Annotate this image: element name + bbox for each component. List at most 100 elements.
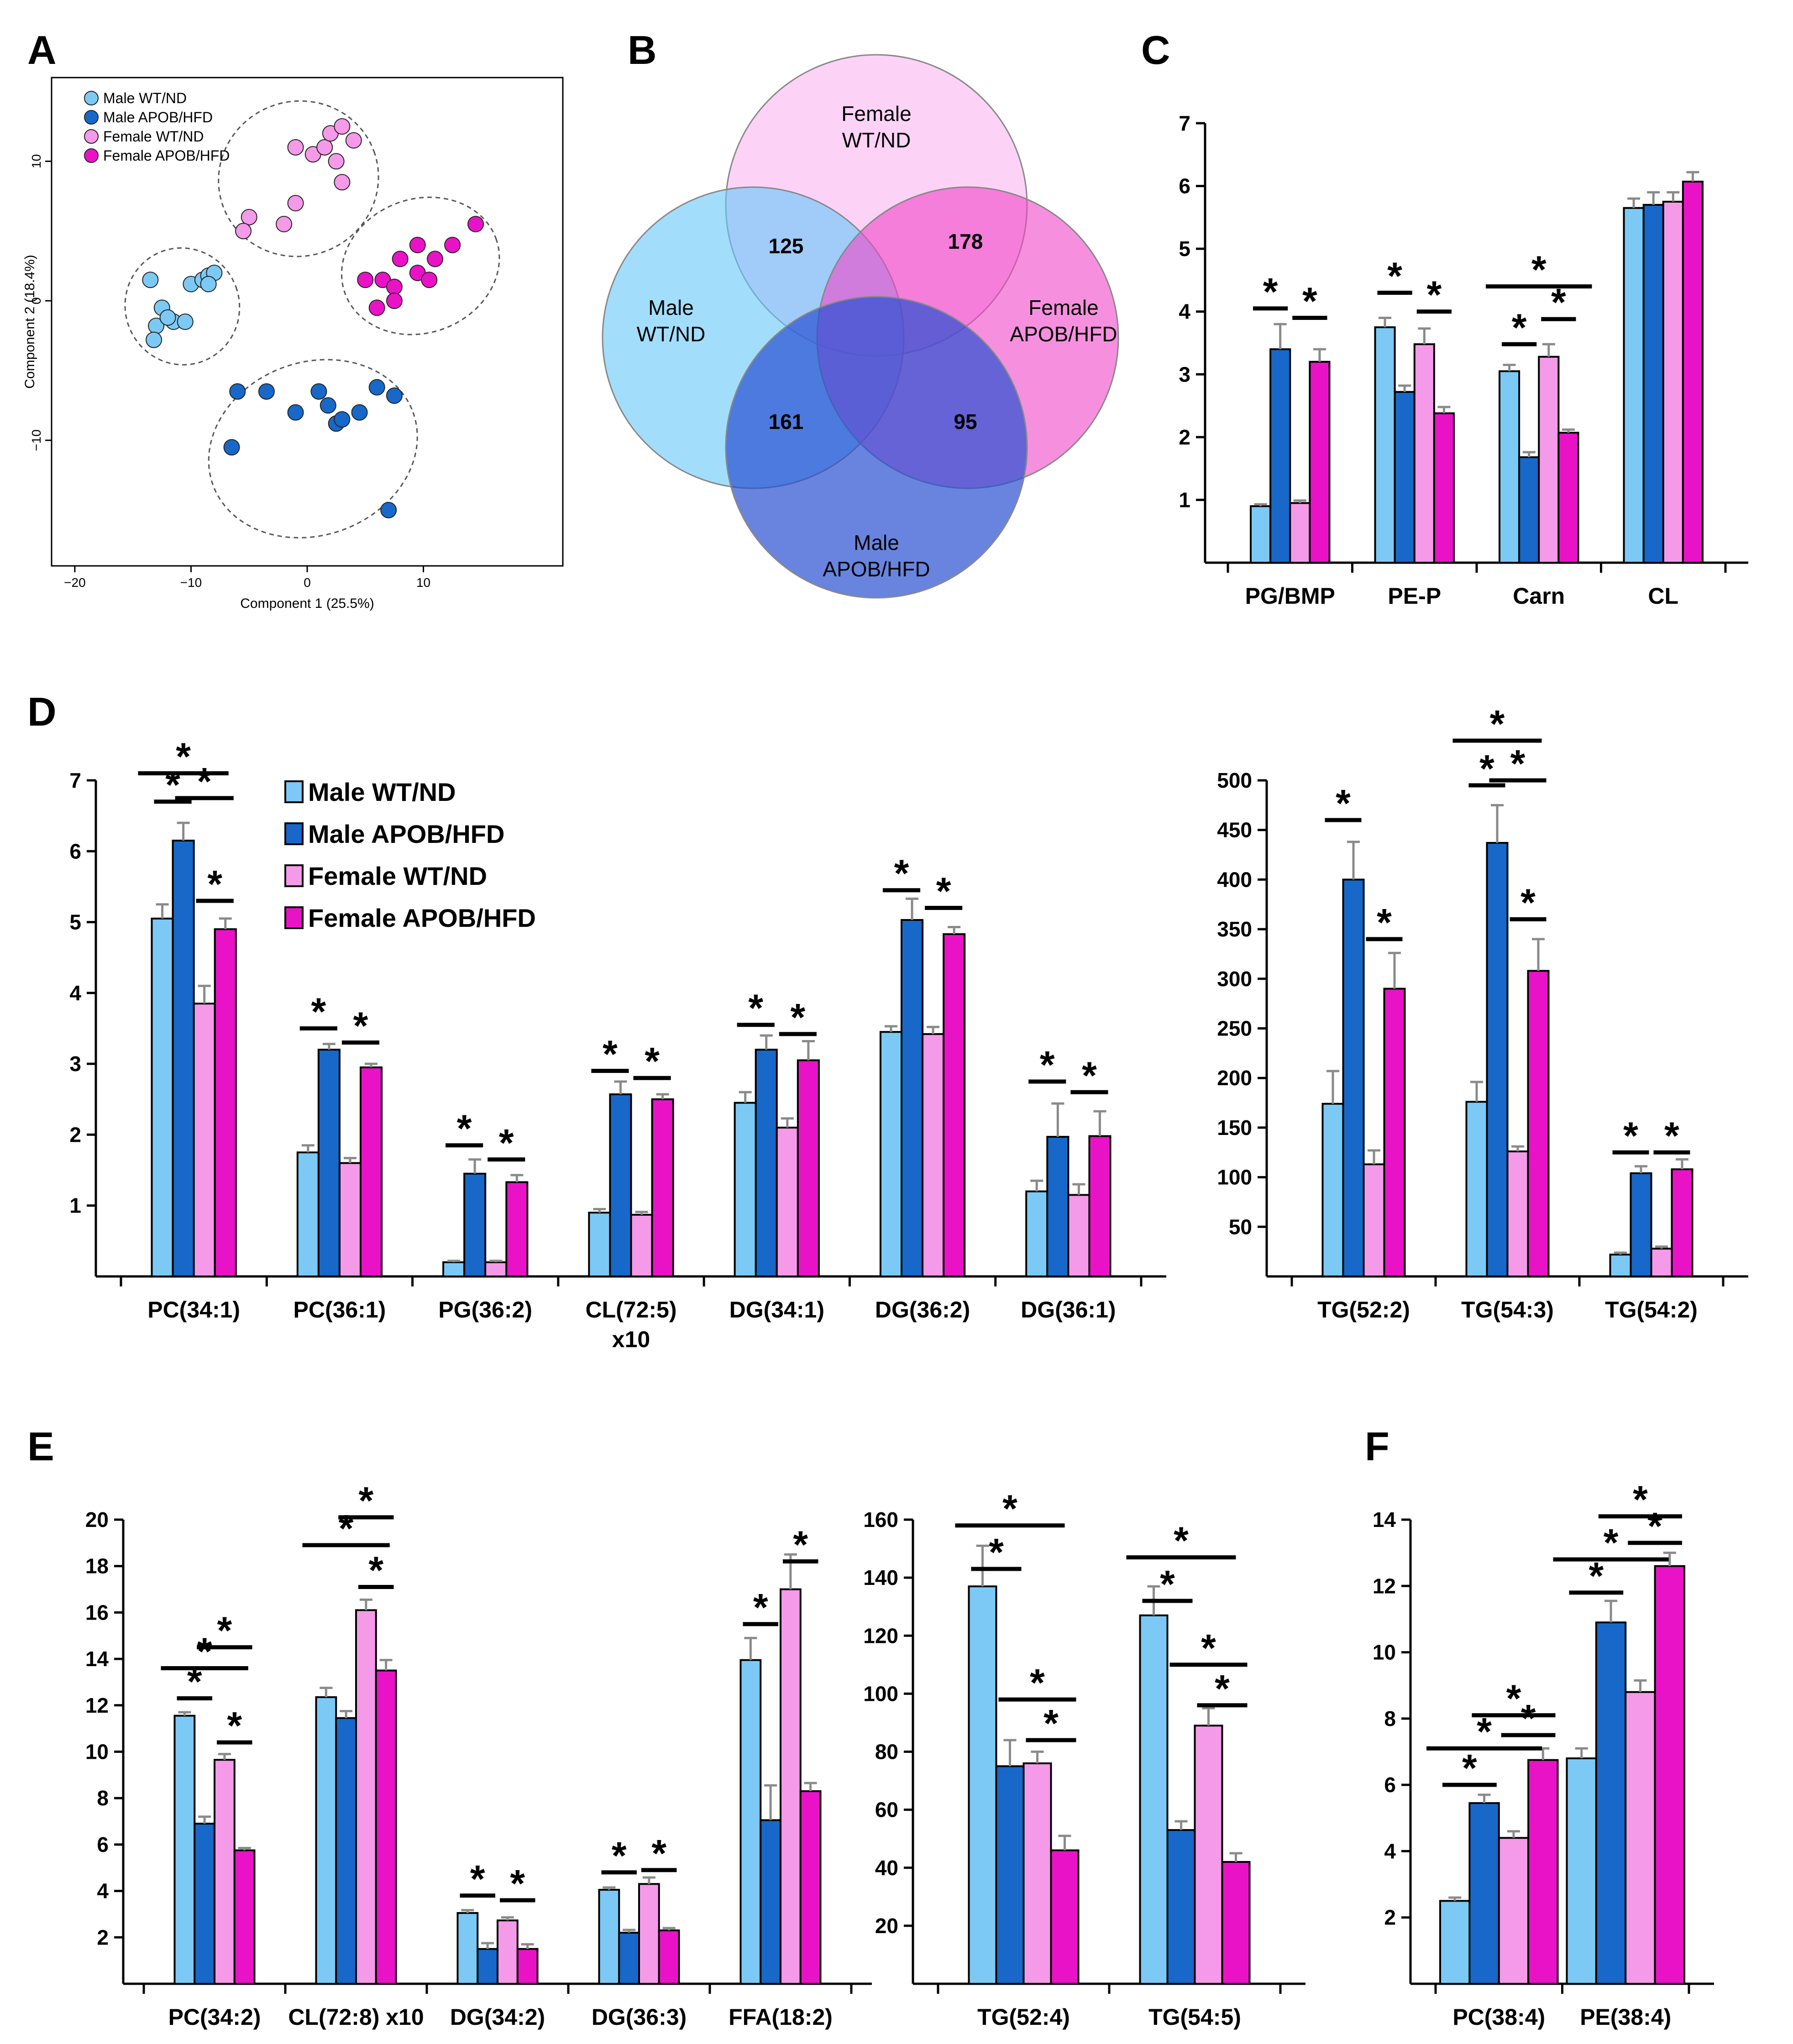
x-tick-label: −10	[180, 575, 202, 590]
bar-female-wt	[484, 1261, 508, 1278]
y-tick-label: 16	[85, 1600, 109, 1624]
category-label: TG(54:5)	[1148, 2004, 1241, 2030]
bar-male-wt	[879, 1031, 903, 1278]
bar-female-wt	[1413, 343, 1435, 564]
bar-male-apob	[1166, 1829, 1196, 1985]
bar-female-apob	[1221, 1861, 1251, 1985]
y-tick-label: 4	[1179, 300, 1190, 324]
point-male-apob	[258, 383, 275, 400]
category-label: DG(36:1)	[1021, 1297, 1116, 1323]
significance-star: *	[1174, 1519, 1189, 1562]
bar-female-wt	[780, 1588, 802, 1985]
significance-star: *	[1633, 1478, 1648, 1521]
point-female-apob	[444, 236, 461, 253]
significance-star: *	[1479, 747, 1494, 790]
significance-star: *	[748, 987, 763, 1030]
bar-male-wt	[588, 1212, 611, 1278]
y-tick-label: 160	[863, 1508, 898, 1532]
bar-male-wt	[734, 1102, 757, 1278]
point-male-wt	[146, 331, 162, 348]
y-tick-label: 6	[97, 1833, 109, 1856]
y-tick-label: 3	[69, 1052, 81, 1076]
y-tick-label: 7	[69, 768, 81, 792]
significance-star: *	[936, 870, 951, 913]
venn-set-label: Female	[841, 102, 911, 125]
significance-star: *	[197, 760, 212, 803]
bar-male-apob	[1468, 1802, 1500, 1985]
bar-female-wt	[1022, 1762, 1052, 1985]
significance-star: *	[499, 1121, 514, 1164]
bar-male-apob	[755, 1049, 778, 1277]
significance-star: *	[359, 1479, 374, 1522]
significance-star: *	[651, 1832, 666, 1875]
bar-male-wt	[1250, 505, 1272, 564]
bar-male-apob	[1269, 348, 1291, 564]
point-female-apob	[386, 278, 403, 295]
y-tick-label: 500	[1217, 768, 1252, 792]
point-male-apob	[380, 502, 397, 518]
point-female-apob	[368, 299, 385, 316]
bar-chart-D2: 50 100 150 200 250 300 350 400 450 500 TG(52:2) TG(…	[1217, 702, 1748, 1323]
significance-star: *	[1623, 1114, 1638, 1157]
bar-chart-E1: 2 4 6 8 10 12 14 16 18 20 PC(34:2) CL(72:8) x10 DG(3…	[85, 1479, 872, 2030]
bar-male-wt	[1609, 1254, 1632, 1278]
legend-label: Female APOB/HFD	[308, 904, 536, 932]
bar-female-wt	[1363, 1163, 1385, 1277]
y-tick-label: 2	[1384, 1906, 1396, 1929]
point-female-apob	[392, 251, 409, 267]
category-label: CL(72:5)	[585, 1297, 676, 1323]
bar-male-wt	[1439, 1900, 1471, 1985]
venn-set-label: Male	[854, 531, 899, 554]
bar-male-apob	[463, 1172, 487, 1277]
bar-female-apob	[1309, 361, 1331, 564]
bar-female-wt	[338, 1162, 362, 1278]
point-female-wt	[235, 223, 252, 240]
panel-label-F: F	[1365, 1424, 1389, 1469]
group-ellipse	[124, 247, 241, 366]
significance-star: *	[793, 1523, 808, 1566]
y-tick-label: 100	[863, 1682, 898, 1705]
bar-male-apob	[1486, 842, 1509, 1278]
category-label: PE(38:4)	[1580, 2004, 1671, 2030]
point-male-apob	[368, 379, 385, 396]
bar-female-wt	[1289, 502, 1311, 564]
point-male-apob	[386, 387, 403, 404]
venn-count: 95	[954, 410, 977, 434]
bar-female-wt	[193, 1003, 216, 1277]
significance-star: *	[217, 1609, 232, 1652]
bar-female-wt	[1067, 1194, 1090, 1277]
significance-star: *	[1520, 881, 1536, 924]
category-label: TG(52:4)	[977, 2004, 1070, 2030]
significance-star: *	[470, 1857, 485, 1900]
category-label: TG(54:2)	[1605, 1297, 1698, 1323]
bar-female-wt	[638, 1883, 660, 1985]
y-tick-label: 12	[85, 1694, 109, 1717]
category-label: DG(34:2)	[450, 2004, 545, 2030]
bar-female-wt	[1498, 1837, 1530, 1985]
significance-star: *	[1387, 254, 1402, 297]
bar-female-apob	[375, 1669, 397, 1985]
significance-star: *	[603, 1033, 618, 1076]
bar-male-apob	[172, 839, 195, 1277]
category-label: Carn	[1513, 583, 1565, 609]
y-tick-label: 450	[1217, 818, 1252, 842]
y-tick-label: 120	[863, 1624, 898, 1647]
category-label: DG(36:2)	[875, 1297, 970, 1323]
legend-label: Male WT/ND	[103, 90, 187, 106]
y-tick-label: 4	[69, 981, 81, 1005]
y-tick-label: 5	[1179, 237, 1190, 261]
significance-star: *	[1521, 1697, 1536, 1740]
significance-star: *	[894, 852, 909, 895]
bar-male-wt	[1374, 326, 1396, 564]
bar-male-apob	[609, 1093, 632, 1278]
y-tick-label: 140	[863, 1566, 898, 1589]
venn-set-male-apob	[725, 296, 1028, 599]
bar-male-apob	[995, 1765, 1025, 1985]
bar-male-wt	[598, 1889, 620, 1985]
bar-female-wt	[497, 1919, 519, 1985]
significance-star: *	[1160, 1563, 1175, 1605]
x-tick-label: 10	[416, 575, 430, 590]
pca-plot: −20 −10 0 10 −10 0 10 Component 1 (25.5%) Compon…	[22, 77, 564, 611]
